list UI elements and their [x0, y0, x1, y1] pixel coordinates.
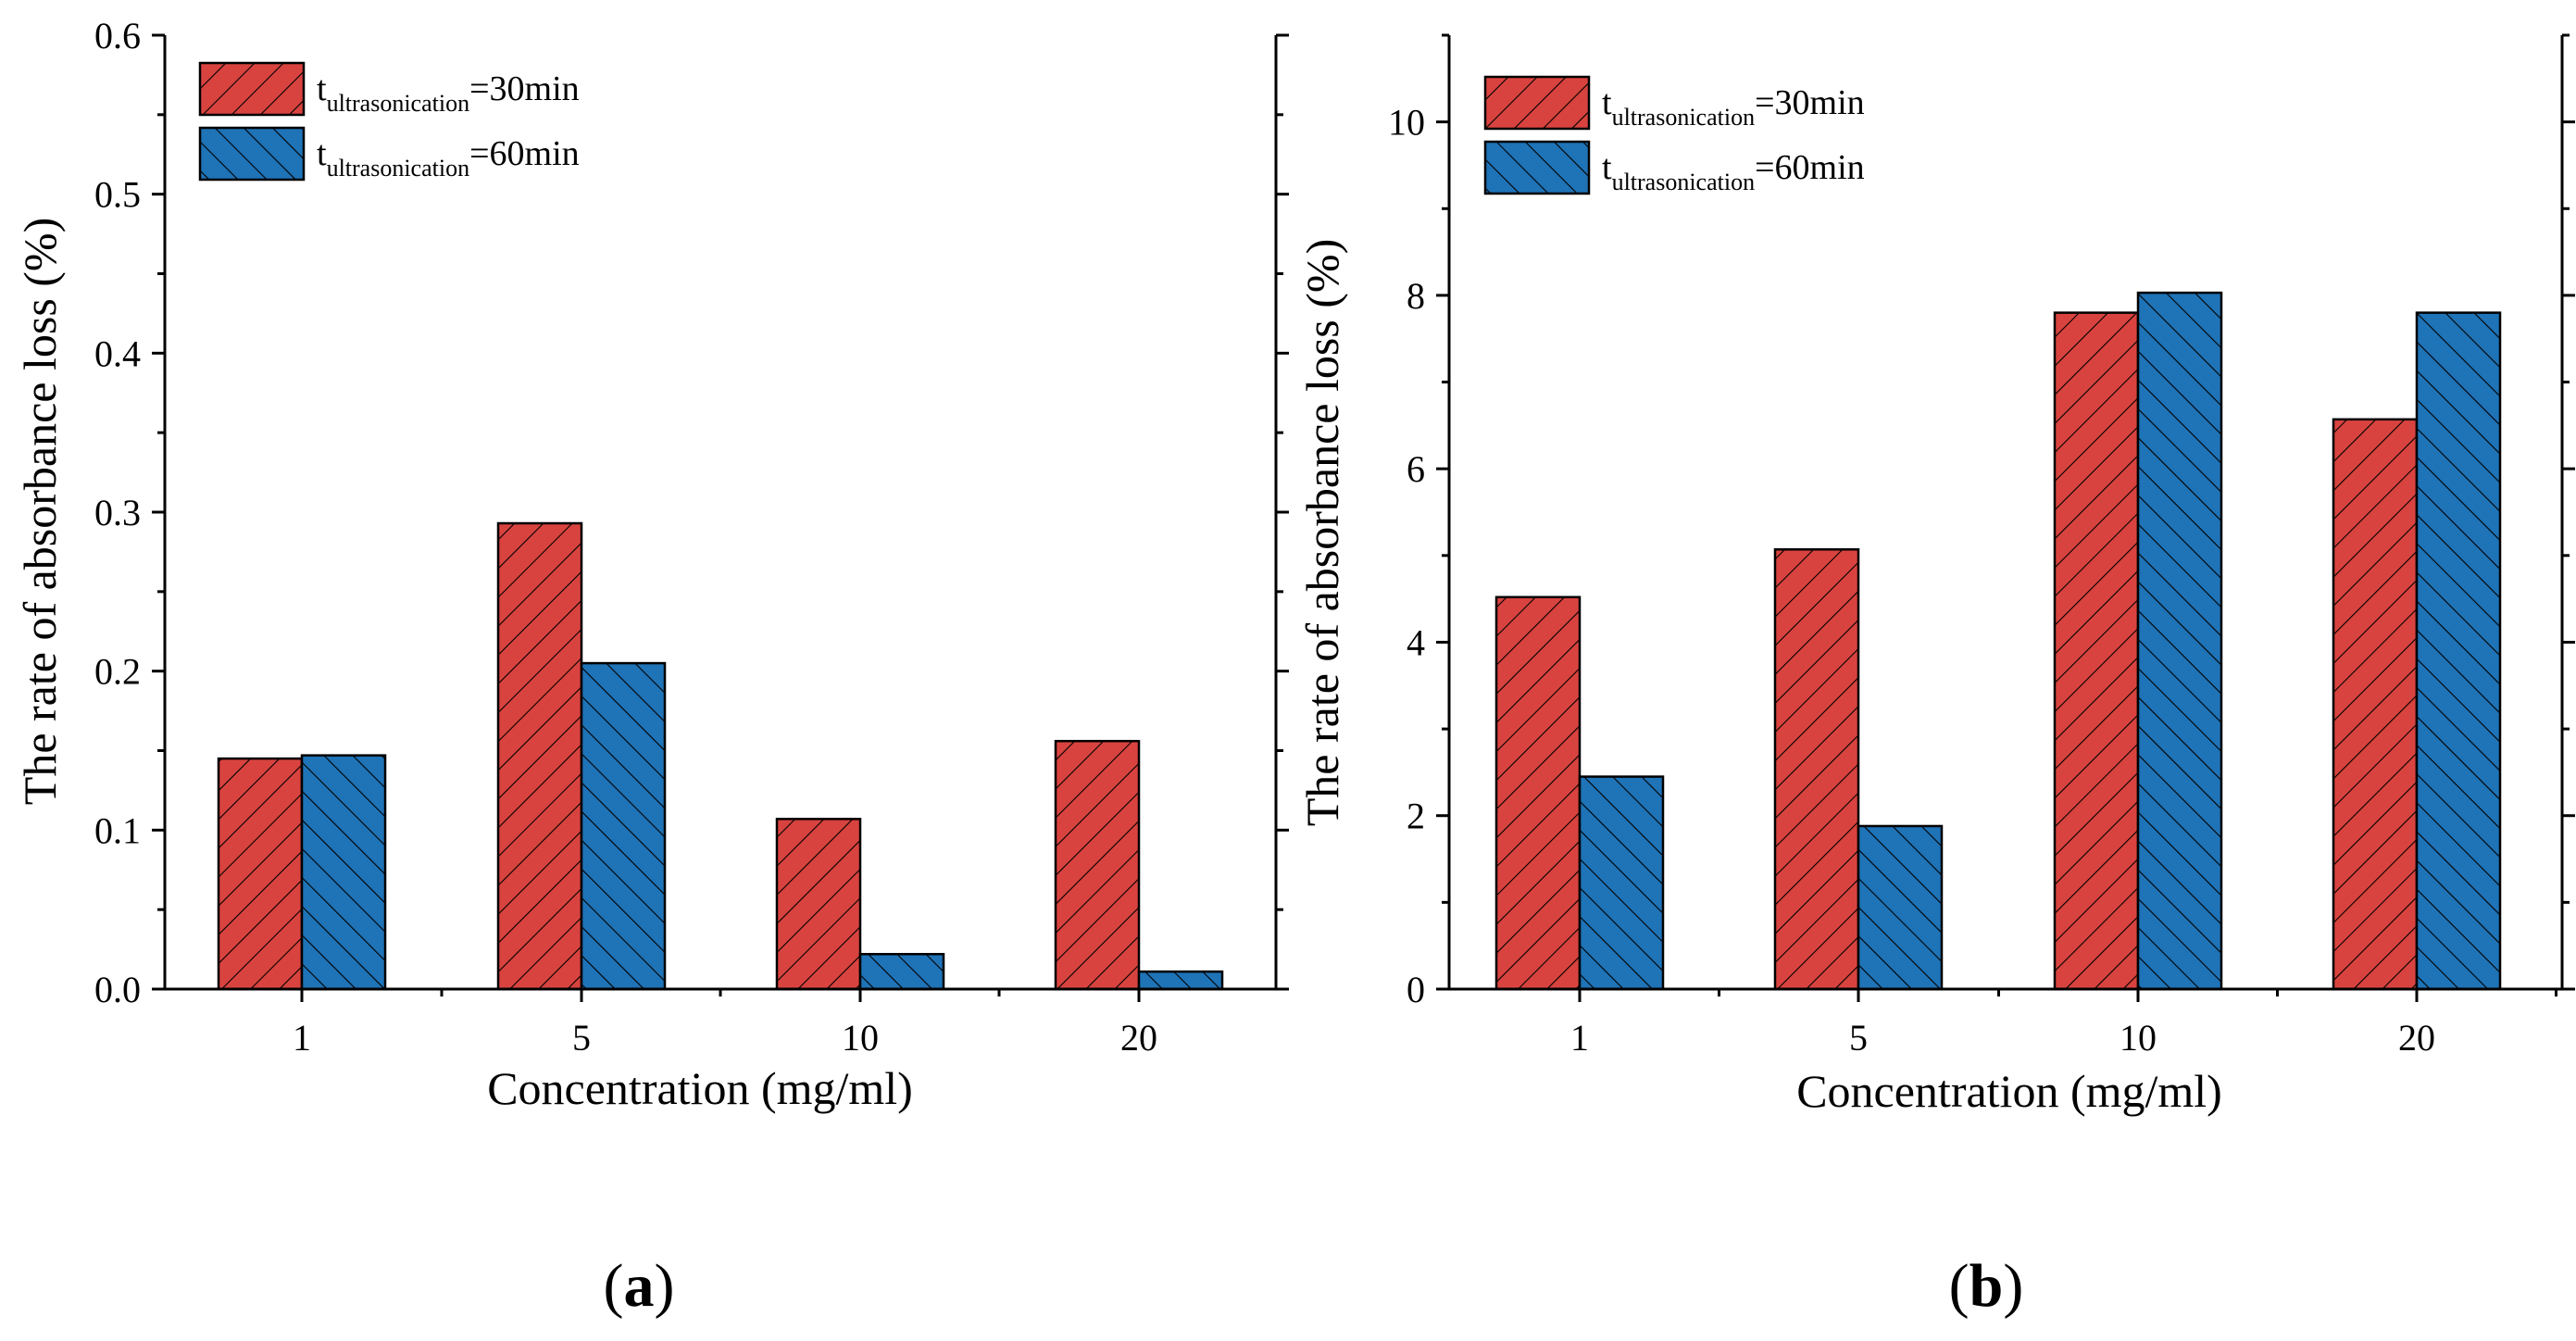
y-tick-label: 0.1 — [94, 809, 141, 851]
x-tick-label: 1 — [1570, 1017, 1589, 1059]
bar-hatch — [1494, 595, 1582, 991]
legend-label-suffix: =60min — [469, 134, 580, 173]
bar-hatch — [858, 952, 945, 991]
legend-item-60min: tultrasonication=60min — [198, 126, 580, 182]
y-tick-label: 0.3 — [94, 492, 141, 533]
panel-label-close: ) — [2003, 1252, 2023, 1320]
legend-swatch — [1483, 75, 1591, 131]
legend-item-30min: tultrasonication=30min — [198, 61, 580, 117]
panel-label: (b) — [1949, 1252, 2024, 1320]
x-tick-label: 20 — [2398, 1017, 2435, 1059]
bar-b-30min-1 — [1494, 595, 1582, 991]
y-tick-label: 10 — [1388, 102, 1425, 144]
bar-a-30min-5 — [496, 521, 583, 991]
chart-panel-a: 0.0 0.1 0.2 0.3 0.4 0.5 0.6 1 5 10 20 Concentration… — [14, 15, 1289, 1320]
panel-label-open: ( — [604, 1252, 624, 1320]
y-tick-label: 0.6 — [94, 15, 141, 56]
y-tick-label: 0 — [1407, 969, 1425, 1010]
y-tick-label: 2 — [1407, 796, 1425, 837]
y-axis-title: The rate of absorbance loss (%) — [14, 218, 66, 805]
y-axis-title: The rate of absorbance loss (%) — [1296, 239, 1348, 826]
bar-b-60min-5 — [1857, 824, 1944, 991]
bar-hatch — [1578, 775, 1665, 991]
legend-label-suffix: =60min — [1755, 148, 1865, 187]
bar-a-60min-5 — [580, 661, 667, 991]
bar-hatch — [300, 754, 387, 991]
bar-b-60min-1 — [1578, 775, 1665, 991]
y-tick-label: 4 — [1407, 621, 1425, 663]
panel-label-close: ) — [655, 1252, 675, 1320]
bar-hatch — [2053, 311, 2140, 991]
bar-b-60min-20 — [2415, 311, 2502, 991]
x-tick-label: 10 — [2120, 1017, 2157, 1059]
bar-hatch — [2415, 311, 2502, 991]
x-tick-label: 1 — [293, 1017, 311, 1059]
bar-a-30min-10 — [775, 818, 862, 991]
y-tick-label: 8 — [1407, 275, 1425, 317]
x-tick-label: 10 — [842, 1017, 879, 1059]
y-tick-label: 0.2 — [94, 651, 141, 693]
bar-hatch — [580, 661, 667, 991]
legend-label: tultrasonication=30min — [1602, 83, 1865, 131]
legend-label-subscript: ultrasonication — [327, 155, 470, 182]
legend: tultrasonication=30mintultrasonication=6… — [1483, 75, 1865, 195]
legend-label-main: t — [1602, 83, 1612, 122]
x-tick-label: 5 — [1849, 1017, 1868, 1059]
bar-a-30min-20 — [1054, 739, 1141, 991]
legend-label-main: t — [317, 134, 327, 173]
legend-label: tultrasonication=30min — [317, 69, 580, 117]
legend-label-subscript: ultrasonication — [327, 90, 470, 117]
legend-label-subscript: ultrasonication — [1612, 169, 1756, 195]
bar-b-60min-10 — [2136, 291, 2223, 991]
bar-a-60min-20 — [1137, 970, 1224, 991]
bar-hatch — [2332, 418, 2419, 991]
legend: tultrasonication=30mintultrasonication=6… — [198, 61, 580, 182]
y-tick-label: 0.0 — [94, 969, 141, 1010]
panel-label: (a) — [604, 1252, 675, 1320]
bar-hatch — [775, 818, 862, 991]
bar-hatch — [1054, 739, 1141, 991]
legend-label: tultrasonication=60min — [317, 134, 580, 182]
legend-item-60min: tultrasonication=60min — [1483, 140, 1865, 195]
legend-swatch — [1483, 140, 1591, 195]
legend-label-main: t — [317, 69, 327, 108]
x-axis-title: Concentration (mg/ml) — [1796, 1065, 2222, 1117]
legend-label-subscript: ultrasonication — [1612, 104, 1756, 131]
bar-b-30min-10 — [2053, 311, 2140, 991]
chart-panel-b: 0 2 4 6 8 10 1 5 10 20 Concentration (mg/ml) The ra… — [1296, 33, 2575, 1320]
y-tick-label: 0.4 — [94, 332, 141, 374]
legend-label-suffix: =30min — [1755, 83, 1865, 122]
bar-hatch — [1857, 824, 1944, 991]
legend-item-30min: tultrasonication=30min — [1483, 75, 1865, 131]
axes-frame — [1447, 35, 2564, 991]
y-tick-label: 0.5 — [94, 174, 141, 216]
legend-swatch — [198, 61, 306, 117]
x-tick-label: 5 — [572, 1017, 591, 1059]
legend-swatch — [198, 126, 306, 182]
bar-hatch — [217, 757, 304, 991]
bar-hatch — [496, 521, 583, 991]
bar-a-60min-1 — [300, 754, 387, 991]
x-axis-title: Concentration (mg/ml) — [487, 1062, 913, 1114]
bar-hatch — [2136, 291, 2223, 991]
legend-label-suffix: =30min — [469, 69, 580, 108]
x-tick-label: 20 — [1120, 1017, 1157, 1059]
legend-label-main: t — [1602, 148, 1612, 187]
bar-b-30min-20 — [2332, 418, 2419, 991]
bar-hatch — [1773, 548, 1860, 991]
bar-a-30min-1 — [217, 757, 304, 991]
bar-hatch — [1137, 970, 1224, 991]
bar-a-60min-10 — [858, 952, 945, 991]
panel-label-open: ( — [1949, 1252, 1970, 1320]
y-tick-label: 6 — [1407, 448, 1425, 490]
legend-label: tultrasonication=60min — [1602, 148, 1865, 195]
panel-label-letter: b — [1970, 1252, 2004, 1320]
bar-b-30min-5 — [1773, 548, 1860, 991]
panel-label-letter: a — [624, 1252, 655, 1320]
